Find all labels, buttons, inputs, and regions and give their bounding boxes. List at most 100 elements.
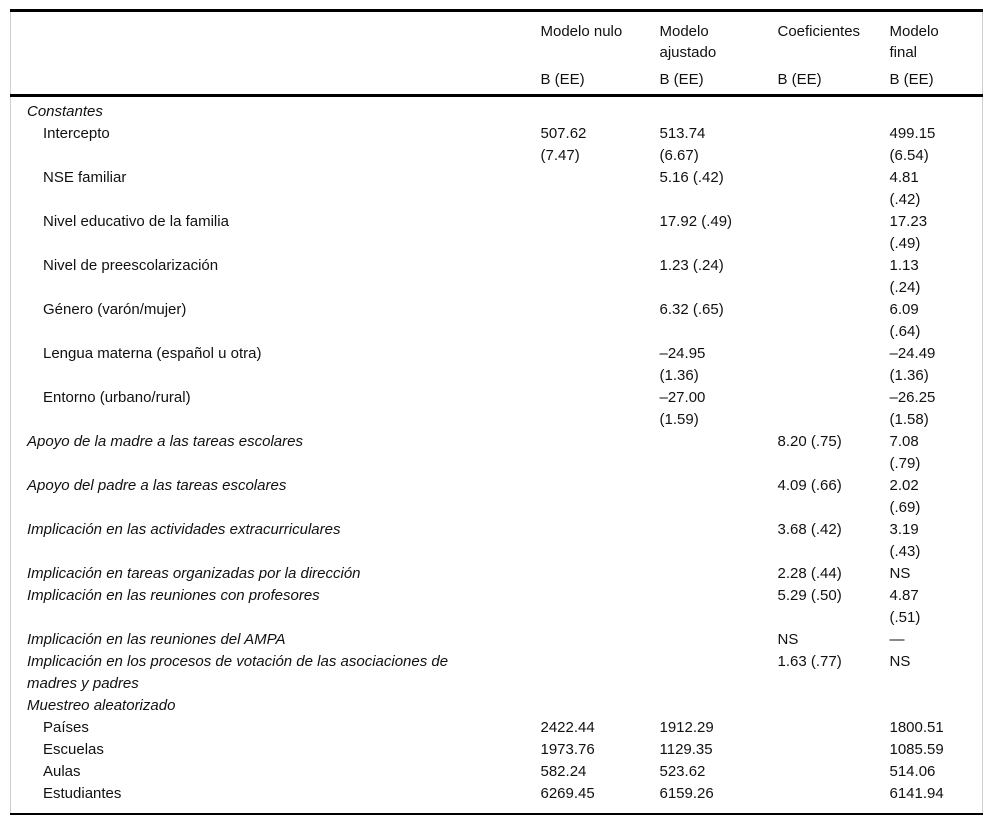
value-cell	[660, 651, 778, 695]
value-cell: 499.15 (6.54)	[889, 125, 936, 164]
table-row: NSE familiar 5.16 (.42) 4.81 (.42)	[11, 167, 983, 211]
value-cell: 6159.26	[659, 785, 714, 802]
value-cell	[660, 695, 778, 717]
value-cell	[660, 585, 778, 629]
row-label: Implicación en tareas organizadas por la…	[27, 565, 361, 582]
row-label: NSE familiar	[43, 169, 127, 186]
value-cell	[660, 475, 778, 519]
value-cell: 6.09 (.64)	[889, 301, 921, 340]
value-cell	[778, 739, 890, 761]
row-label: Implicación en las actividades extracurr…	[27, 521, 341, 538]
table-body: Constantes Intercepto 507.62 (7.47) 513.7…	[11, 96, 983, 815]
value-cell: 1.13 (.24)	[889, 257, 921, 296]
value-cell	[778, 717, 890, 739]
header-label-spacer	[11, 11, 541, 64]
row-label: Países	[43, 719, 89, 736]
value-cell: 7.08 (.79)	[889, 433, 921, 472]
table-row: Apoyo del padre a las tareas escolares 4…	[11, 475, 983, 519]
value-cell: 6141.94	[889, 785, 944, 802]
value-cell	[541, 563, 660, 585]
value-cell: 3.68 (.42)	[777, 521, 842, 538]
value-cell: 582.24	[540, 763, 587, 780]
value-cell: 5.16 (.42)	[659, 169, 724, 186]
value-cell	[660, 629, 778, 651]
subheader-bee-final: B (EE)	[889, 63, 983, 97]
value-cell: –24.95 (1.36)	[659, 345, 706, 384]
table-row: Implicación en los procesos de votación …	[11, 651, 983, 695]
value-cell: 4.87 (.51)	[889, 587, 921, 626]
value-cell	[541, 651, 660, 695]
row-label: Implicación en las reuniones con profeso…	[27, 587, 320, 604]
value-cell: 4.09 (.66)	[777, 477, 842, 494]
value-cell	[660, 519, 778, 563]
value-cell	[541, 475, 660, 519]
value-cell: 1800.51	[889, 719, 944, 736]
value-cell: 2.28 (.44)	[777, 565, 842, 582]
table-row: Implicación en las reuniones con profeso…	[11, 585, 983, 629]
value-cell	[541, 431, 660, 475]
value-cell: NS	[889, 565, 911, 582]
value-cell	[778, 343, 890, 387]
value-cell: 2.02 (.69)	[889, 477, 921, 516]
value-cell: 17.92 (.49)	[659, 213, 733, 230]
table-row: Aulas 582.24 523.62 514.06	[11, 761, 983, 783]
header-modelo-nulo: Modelo nulo	[540, 23, 623, 40]
value-cell	[778, 783, 890, 814]
value-cell: 1912.29	[659, 719, 714, 736]
value-cell	[660, 96, 778, 124]
value-cell: –27.00 (1.59)	[659, 389, 706, 428]
table-header: Modelo nulo Modelo ajustado Coeficientes…	[10, 11, 983, 97]
table-row: Estudiantes 6269.45 6159.26 6141.94	[11, 783, 983, 814]
table-row: Constantes	[11, 96, 983, 124]
table-row: Implicación en las reuniones del AMPA NS…	[11, 629, 983, 651]
value-cell	[660, 431, 778, 475]
value-cell: 6.32 (.65)	[659, 301, 724, 318]
subheader-bee-coeficientes: B (EE)	[777, 63, 890, 97]
value-cell	[890, 695, 983, 717]
value-cell	[778, 211, 890, 255]
value-cell	[778, 695, 890, 717]
table-row: Implicación en tareas organizadas por la…	[11, 563, 983, 585]
table-row: Nivel de preescolarización 1.23 (.24) 1.1…	[11, 255, 983, 299]
value-cell: –24.49 (1.36)	[889, 345, 936, 384]
subheader-bee-nulo: B (EE)	[540, 63, 660, 97]
value-cell: 507.62 (7.47)	[540, 125, 587, 164]
value-cell	[541, 255, 660, 299]
value-cell	[541, 299, 660, 343]
value-cell	[541, 211, 660, 255]
value-cell	[541, 519, 660, 563]
value-cell	[541, 629, 660, 651]
regression-table-container: Modelo nulo Modelo ajustado Coeficientes…	[10, 9, 983, 815]
value-cell: 523.62	[659, 763, 706, 780]
value-cell	[541, 167, 660, 211]
header-coeficientes: Coeficientes	[777, 23, 861, 40]
value-cell: 1085.59	[889, 741, 944, 758]
table-row: Intercepto 507.62 (7.47) 513.74 (6.67) 499…	[11, 123, 983, 167]
value-cell: 8.20 (.75)	[777, 433, 842, 450]
table-row: Implicación en las actividades extracurr…	[11, 519, 983, 563]
value-cell: 514.06	[889, 763, 936, 780]
table-row: Nivel educativo de la familia 17.92 (.49…	[11, 211, 983, 255]
value-cell	[778, 123, 890, 167]
subheader-label-spacer	[10, 63, 541, 97]
value-cell: NS	[889, 653, 911, 670]
subheader-bee-ajustado: B (EE)	[659, 63, 778, 97]
table-row: Muestreo aleatorizado	[11, 695, 983, 717]
row-label: Entorno (urbano/rural)	[43, 389, 191, 406]
value-cell	[778, 387, 890, 431]
row-label: Nivel educativo de la familia	[43, 213, 229, 230]
value-cell: 17.23 (.49)	[889, 213, 928, 252]
value-cell	[778, 167, 890, 211]
row-label: Constantes	[27, 103, 103, 120]
table-row: Países 2422.44 1912.29 1800.51	[11, 717, 983, 739]
row-label: Muestreo aleatorizado	[27, 697, 176, 714]
header-row-bee: B (EE) B (EE) B (EE) B (EE)	[10, 63, 983, 97]
row-label: Implicación en los procesos de votación …	[27, 653, 449, 692]
value-cell	[541, 387, 660, 431]
value-cell: NS	[777, 631, 799, 648]
table-row: Escuelas 1973.76 1129.35 1085.59	[11, 739, 983, 761]
value-cell	[778, 96, 890, 124]
row-label: Escuelas	[43, 741, 104, 758]
row-label: Nivel de preescolarización	[43, 257, 219, 274]
value-cell: —	[889, 631, 905, 648]
